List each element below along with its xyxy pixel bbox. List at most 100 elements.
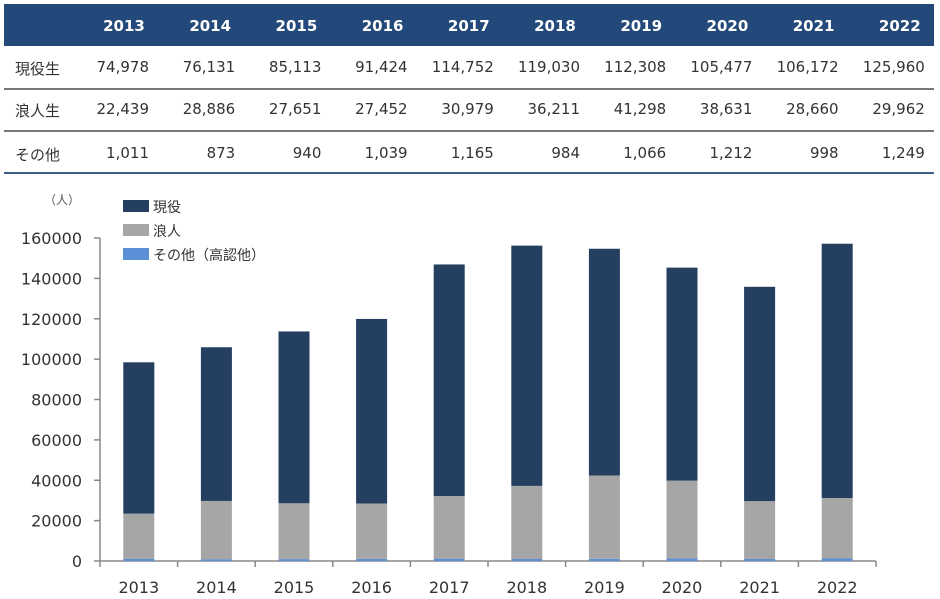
bar-segment-2015: [278, 331, 310, 504]
table-row-label: 現役生: [15, 60, 61, 78]
bar-segment-2013: [123, 513, 155, 559]
table-cell: 1,212: [709, 144, 753, 162]
table-cell: 1,066: [623, 144, 667, 162]
bar-segment-2022: [821, 243, 853, 498]
table-cell: 27,452: [355, 100, 408, 118]
legend-swatch: [123, 200, 149, 212]
x-tick-label: 2014: [196, 578, 237, 597]
table-cell: 38,631: [699, 100, 753, 118]
legend-label: 現役: [153, 200, 181, 216]
table-cell: 125,960: [862, 58, 925, 76]
table-cell: 119,030: [517, 58, 580, 76]
bar-segment-2013: [123, 558, 155, 561]
y-tick-label: 100000: [21, 350, 82, 369]
table-cell: 36,211: [527, 100, 581, 118]
table-cell: 76,131: [182, 58, 236, 76]
table-cell: 105,477: [690, 58, 753, 76]
table-cell: 984: [551, 144, 580, 162]
table-header-year: 2017: [447, 17, 490, 35]
table-cell: 28,660: [786, 100, 839, 118]
table-header-year: 2021: [792, 17, 835, 35]
y-tick-label: 40000: [31, 471, 82, 490]
row-divider: [4, 88, 934, 90]
y-axis-unit-label: （人）: [44, 193, 80, 207]
table-header-year: 2020: [706, 17, 749, 35]
bar-segment-2017: [433, 264, 465, 497]
bar-segment-2015: [278, 503, 310, 560]
bar-segment-2016: [356, 318, 388, 504]
table-header-year: 2015: [275, 17, 318, 35]
bar-segment-2015: [278, 559, 310, 561]
table-cell: 1,165: [450, 144, 494, 162]
table-cell: 74,978: [96, 58, 150, 76]
y-tick-label: 20000: [31, 512, 82, 531]
table-cell: 30,979: [441, 100, 494, 118]
y-tick-label: 0: [72, 552, 82, 571]
bar-segment-2018: [511, 559, 543, 561]
y-tick-label: 80000: [31, 391, 82, 410]
table-bottom-border: [4, 172, 934, 174]
bar-segment-2014: [200, 559, 232, 561]
y-tick-label: 140000: [21, 269, 82, 288]
bar-segment-2021: [744, 558, 776, 561]
bar-segment-2013: [123, 362, 155, 514]
table-cell: 85,113: [268, 58, 322, 76]
table-header-year: 2013: [103, 17, 145, 35]
bar-segment-2014: [200, 347, 232, 501]
table-cell: 1,249: [881, 144, 925, 162]
bar-segment-2020: [666, 558, 698, 561]
x-tick-label: 2022: [817, 578, 858, 597]
bar-segment-2014: [200, 500, 232, 560]
bar-segment-2022: [821, 558, 853, 561]
x-tick-label: 2016: [351, 578, 392, 597]
table-cell: 114,752: [431, 58, 494, 76]
table-cell: 1,039: [364, 144, 408, 162]
bar-segment-2016: [356, 558, 388, 561]
table-header-year: 2014: [189, 17, 232, 35]
row-divider: [4, 130, 934, 132]
bar-segment-2022: [821, 497, 853, 559]
table-header-year: 2022: [878, 17, 921, 35]
bar-segment-2017: [433, 558, 465, 561]
bar-segment-2018: [511, 245, 543, 486]
table-cell: 41,298: [613, 100, 667, 118]
x-tick-label: 2019: [584, 578, 625, 597]
bar-segment-2018: [511, 485, 543, 560]
bar-segment-2019: [588, 558, 620, 561]
x-tick-label: 2013: [118, 578, 159, 597]
bar-segment-2021: [744, 501, 776, 559]
x-tick-label: 2020: [662, 578, 703, 597]
bar-segment-2017: [433, 496, 465, 559]
table-cell: 22,439: [96, 100, 150, 118]
y-tick-label: 120000: [21, 310, 82, 329]
legend-swatch: [123, 248, 149, 260]
y-tick-label: 60000: [31, 431, 82, 450]
bar-segment-2019: [588, 475, 620, 559]
x-tick-label: 2021: [739, 578, 780, 597]
table-cell: 1,011: [106, 144, 149, 162]
table-row-label: 浪人生: [15, 102, 61, 120]
bar-segment-2016: [356, 503, 388, 559]
table-cell: 940: [292, 144, 322, 162]
table-header-year: 2019: [620, 17, 663, 35]
bar-segment-2020: [666, 480, 698, 559]
legend-label: 浪人: [153, 224, 181, 240]
x-tick-label: 2017: [429, 578, 470, 597]
legend-swatch: [123, 224, 149, 236]
x-tick-label: 2015: [274, 578, 315, 597]
x-tick-label: 2018: [506, 578, 547, 597]
legend-label: その他（高認他）: [153, 247, 265, 264]
bar-segment-2019: [588, 248, 620, 476]
table-cell: 91,424: [355, 58, 408, 76]
table-header-year: 2018: [534, 17, 576, 35]
table-cell: 998: [809, 144, 839, 162]
table-header-year: 2016: [361, 17, 404, 35]
y-tick-label: 160000: [21, 229, 82, 248]
bar-segment-2020: [666, 267, 698, 481]
bar-segment-2021: [744, 286, 776, 502]
table-cell: 106,172: [776, 58, 839, 76]
table-cell: 29,962: [872, 100, 925, 118]
table-row-label: その他: [15, 146, 61, 164]
